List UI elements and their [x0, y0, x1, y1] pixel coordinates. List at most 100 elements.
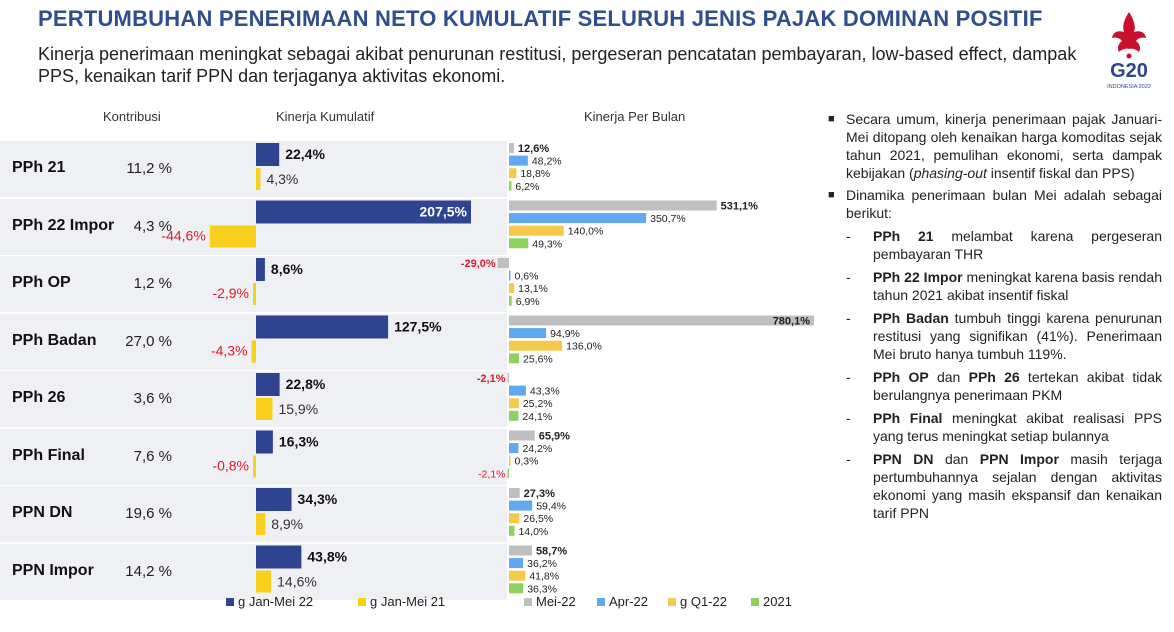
- row-background: [0, 486, 507, 542]
- note-text: dan: [933, 451, 980, 467]
- page-subtitle: Kinerja penerimaan meningkat sebagai aki…: [38, 44, 1077, 86]
- row-label: PPh 21: [12, 159, 66, 176]
- data-label-bulanan-apr-22: 43,3%: [530, 386, 560, 398]
- row-label: PPh 22 Impor: [12, 216, 115, 234]
- note-strong: PPN Impor: [979, 451, 1059, 467]
- bar-bulanan-apr-22: [509, 155, 528, 166]
- row-contribution: 7,6 %: [133, 447, 172, 465]
- data-label-bulanan-apr-22: 0,6%: [515, 271, 539, 283]
- data-label-bulanan-2021: 6,2%: [515, 181, 539, 193]
- data-label-bulanan-2021: 14,0%: [518, 526, 548, 538]
- data-label-bulanan-2021: 49,3%: [532, 238, 562, 250]
- dash-item-pph-final: - PPh Final meningkat akibat realisasi P…: [826, 409, 1162, 445]
- bar-bulanan-q1-22: [509, 225, 564, 236]
- bar-bulanan-q1-22: [509, 398, 519, 409]
- note-strong: PPh 22 Impor: [873, 269, 963, 285]
- legend-label: 2021: [763, 594, 792, 609]
- dash-icon: -: [846, 228, 851, 244]
- bar-bulanan-apr-22: [509, 328, 547, 339]
- data-label-bulanan-q1-22: 25,2%: [523, 398, 553, 410]
- legend-kumulatif-jan-mei-22: g Jan-Mei 22: [226, 594, 313, 609]
- bar-kumulatif-22: [256, 315, 389, 339]
- bar-bulanan-q1-22: [509, 283, 515, 294]
- data-label-bulanan-mei-22: -29,0%: [461, 258, 496, 270]
- bar-kumulatif-21: [251, 340, 256, 363]
- legend-label: g Jan-Mei 22: [238, 594, 314, 609]
- bar-kumulatif-21: [253, 455, 256, 478]
- bar-bulanan-q1-22: [509, 168, 517, 179]
- logo-subtext: INDONESIA 2022: [1107, 84, 1151, 90]
- data-label-bulanan-2021: 36,3%: [527, 583, 557, 595]
- bar-bulanan-q1-22: [509, 513, 520, 524]
- note-text: meningkat karena basis rendah tahun 2021…: [873, 269, 1163, 303]
- square-bullet-icon: ■: [828, 189, 835, 201]
- note-text: masih terjaga pertumbuhannya sejalan den…: [873, 451, 1162, 521]
- row-label: PPN DN: [12, 504, 73, 521]
- note-text: dan: [928, 369, 969, 385]
- legend-label: g Jan-Mei 21: [370, 594, 446, 609]
- dash-item-pph-op-26: - PPh OP dan PPh 26 tertekan akibat tida…: [826, 368, 1162, 404]
- bar-bulanan-2021: [509, 180, 512, 191]
- data-label-bulanan-mei-22: 58,7%: [536, 546, 567, 558]
- bar-kumulatif-22: [256, 200, 471, 224]
- bar-bulanan-mei-22: [509, 315, 814, 326]
- dash-item-pph-badan: - PPh Badan tumbuh tinggi karena penurun…: [826, 309, 1162, 363]
- bar-bulanan-apr-22: [509, 385, 526, 396]
- data-label-bulanan-mei-22: -2,1%: [477, 373, 506, 385]
- dash-icon: -: [846, 410, 851, 426]
- bar-bulanan-2021: [509, 238, 529, 249]
- bar-bulanan-2021: [507, 468, 509, 479]
- dash-icon: -: [846, 369, 851, 385]
- data-label-bulanan-mei-22: 65,9%: [539, 431, 570, 443]
- row-label: PPh Badan: [12, 331, 97, 349]
- legend-swatch-gold: [668, 597, 676, 606]
- bar-kumulatif-22: [256, 143, 280, 166]
- legend-swatch-navy: [226, 597, 234, 606]
- note-italic: phasing-out: [913, 165, 987, 181]
- data-label-bulanan-q1-22: 41,8%: [529, 571, 559, 583]
- row-label: PPN Impor: [12, 561, 94, 579]
- bullet-item: ■ Secara umum, kinerja penerimaan pajak …: [826, 110, 1162, 182]
- data-label-bulanan-2021: 25,6%: [523, 353, 553, 365]
- bar-bulanan-mei-22: [509, 488, 520, 498]
- bar-bulanan-apr-22: [509, 500, 533, 511]
- data-label-kumulatif-21: -4,3%: [211, 343, 248, 359]
- data-label-bulanan-q1-22: 18,8%: [520, 168, 550, 180]
- data-label-kumulatif-22: 22,4%: [285, 146, 325, 162]
- data-label-kumulatif-21: -0,8%: [212, 458, 249, 474]
- bar-kumulatif-22: [256, 488, 292, 511]
- bar-bulanan-2021: [509, 353, 520, 364]
- bar-bulanan-mei-22: [509, 545, 532, 556]
- data-label-bulanan-q1-22: 0,3%: [515, 456, 539, 468]
- bar-bulanan-mei-22: [507, 373, 509, 383]
- row-background: [0, 543, 507, 600]
- row-label: PPh OP: [12, 274, 71, 291]
- header-kontribusi: Kontribusi: [103, 109, 161, 124]
- note-text: tertekan akibat tidak berulangnya peneri…: [873, 369, 1162, 403]
- data-label-kumulatif-21: 15,9%: [278, 401, 318, 417]
- row-contribution: 4,3 %: [133, 217, 172, 235]
- dash-icon: -: [846, 451, 851, 467]
- data-label-kumulatif-21: 8,9%: [271, 516, 303, 532]
- bar-kumulatif-22: [256, 373, 280, 396]
- row-contribution: 14,2 %: [125, 562, 172, 580]
- bar-bulanan-2021: [509, 295, 512, 306]
- bar-kumulatif-22: [256, 258, 265, 281]
- data-label-kumulatif-22: 43,8%: [307, 549, 347, 565]
- data-label-kumulatif-21: -44,6%: [161, 228, 205, 244]
- bar-bulanan-q1-22: [509, 455, 511, 466]
- legend-swatch-blue: [597, 597, 605, 606]
- data-label-bulanan-mei-22: 12,6%: [518, 143, 549, 155]
- note-text: Dinamika penerimaan bulan Mei adalah seb…: [846, 187, 1162, 221]
- note-strong: PPN DN: [873, 451, 934, 467]
- data-label-kumulatif-22: 8,6%: [271, 261, 303, 277]
- legend-kumulatif-jan-mei-21: g Jan-Mei 21: [358, 594, 445, 609]
- charts-svg: 22,4% 4,3% 12,6%48,2%18,8%6,2% 207,5% -44,6%…: [161, 143, 814, 595]
- legend-bulanan-q1-22: g Q1-22: [668, 594, 727, 609]
- legend-swatch-gray: [524, 597, 532, 606]
- data-label-kumulatif-21: 14,6%: [277, 574, 317, 590]
- bar-bulanan-mei-22: [509, 143, 514, 153]
- data-label-kumulatif-22: 16,3%: [279, 434, 319, 450]
- bar-kumulatif-21: [256, 168, 261, 190]
- bar-bulanan-2021: [509, 410, 519, 421]
